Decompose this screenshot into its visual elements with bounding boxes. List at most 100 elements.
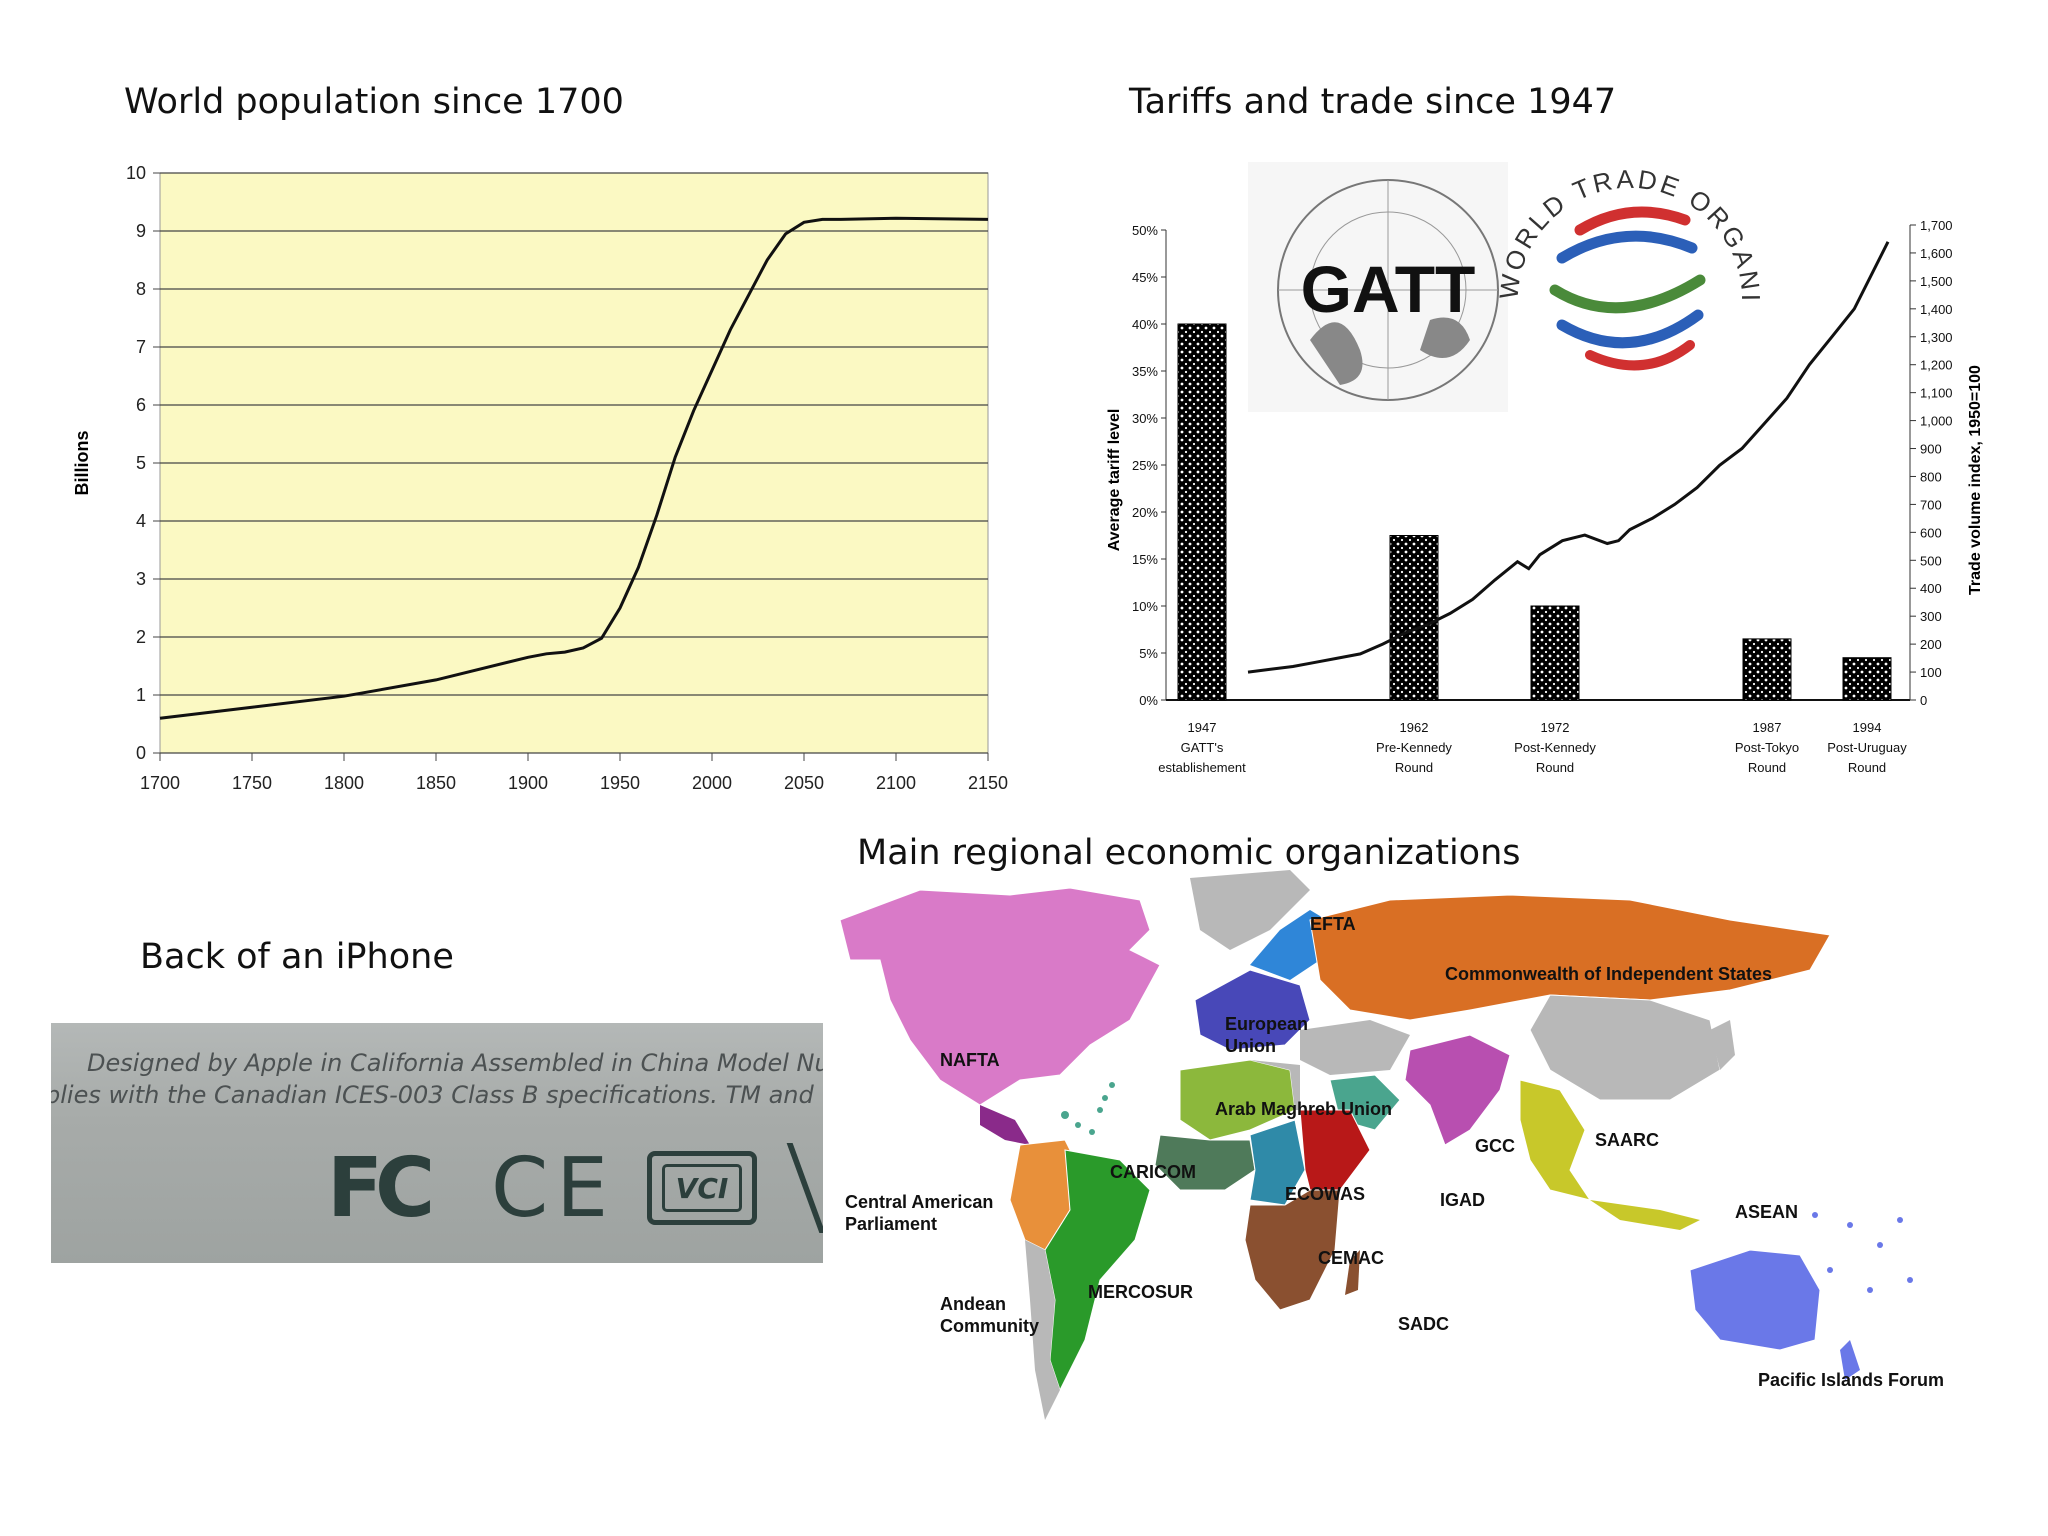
- population-x-tick-label: 2000: [692, 773, 732, 793]
- gatt-logo: GATT: [1248, 162, 1508, 412]
- iphone-edge-glyph: [786, 1143, 823, 1233]
- region-ecowas: [1154, 1134, 1256, 1191]
- tariff-x-label: Post-Kennedy: [1514, 740, 1596, 755]
- population-y-tick-label: 3: [136, 569, 146, 589]
- label-cap-2: Parliament: [845, 1214, 937, 1234]
- tariff-left-tick-label: 5%: [1139, 646, 1158, 661]
- tariff-left-tick-label: 35%: [1132, 364, 1158, 379]
- label-gcc: GCC: [1475, 1136, 1515, 1156]
- tariff-left-tick-label: 40%: [1132, 317, 1158, 332]
- tariff-x-label: Pre-Kennedy: [1376, 740, 1452, 755]
- tariff-x-label: 1947: [1188, 720, 1217, 735]
- region-cis: [1309, 894, 1831, 1021]
- tariff-bar-1947: [1177, 323, 1227, 701]
- population-y-tick-label: 5: [136, 453, 146, 473]
- madagascar: [1345, 1250, 1360, 1295]
- population-y-tick-label: 7: [136, 337, 146, 357]
- tariff-x-label: 1987: [1753, 720, 1782, 735]
- tariff-x-label: Post-Uruguay: [1827, 740, 1907, 755]
- region-asean-islands: [1590, 1200, 1700, 1230]
- region-sadc: [1244, 1189, 1341, 1311]
- tariff-right-axis-label: Trade volume index, 1950=100: [1967, 365, 1984, 595]
- tariff-left-axis-label: Average tariff level: [1106, 409, 1123, 552]
- population-y-tick-label: 2: [136, 627, 146, 647]
- population-x-tick-label: 1750: [232, 773, 272, 793]
- vci-inner-box: VCI: [662, 1164, 742, 1212]
- label-cis: Commonwealth of Independent States: [1445, 964, 1772, 984]
- iphone-title: Back of an iPhone: [140, 937, 454, 977]
- label-efta: EFTA: [1310, 914, 1356, 934]
- label-andean-2: Community: [940, 1316, 1039, 1336]
- region-saarc: [1404, 1034, 1511, 1146]
- population-x-tick-label: 1950: [600, 773, 640, 793]
- tariff-x-label: Round: [1395, 760, 1433, 775]
- population-x-tick-label: 2050: [784, 773, 824, 793]
- population-y-axis-label: Billions: [72, 430, 92, 495]
- tariff-chart: GATT WORLD TRADE ORGANIZATION 0%5%10%15%…: [1088, 126, 2000, 800]
- tariff-right-tick-label: 900: [1920, 442, 1942, 457]
- tariff-right-tick-label: 1,300: [1920, 330, 1953, 345]
- tariff-left-tick-label: 45%: [1132, 270, 1158, 285]
- region-south-america-other: [1025, 1240, 1060, 1420]
- region-eu: [1194, 969, 1311, 1051]
- label-pif: Pacific Islands Forum: [1758, 1370, 1944, 1390]
- tariff-x-label: GATT's: [1181, 740, 1224, 755]
- label-asean: ASEAN: [1735, 1202, 1798, 1222]
- population-x-tick-label: 1850: [416, 773, 456, 793]
- population-y-ticks: 0 1 2 3 4 5 6 7 8 9 10: [126, 163, 160, 763]
- trade-volume-line: [1247, 241, 1890, 674]
- tariff-right-tick-label: 1,500: [1920, 274, 1953, 289]
- tariff-right-tick-label: 300: [1920, 609, 1942, 624]
- label-sadc: SADC: [1398, 1314, 1449, 1334]
- tariff-x-label: 1962: [1400, 720, 1429, 735]
- label-cap-1: Central American: [845, 1192, 993, 1212]
- world-map-svg: EFTA Commonwealth of Independent States …: [839, 870, 1944, 1420]
- tariff-x-label: 1994: [1853, 720, 1882, 735]
- tariff-bar-1994: [1842, 657, 1892, 701]
- population-x-tick-label: 2150: [968, 773, 1008, 793]
- tariff-x-label: Round: [1748, 760, 1786, 775]
- iphone-back-photo: Designed by Apple in California Assemble…: [51, 1023, 823, 1263]
- region-asean: [1519, 1079, 1592, 1201]
- tariff-left-tick-label: 50%: [1132, 223, 1158, 238]
- tariff-left-tick-label: 10%: [1132, 599, 1158, 614]
- label-nafta: NAFTA: [940, 1050, 1000, 1070]
- vci-mark: VCI: [647, 1151, 757, 1225]
- label-amu: Arab Maghreb Union: [1215, 1099, 1392, 1119]
- tariff-left-ticks: 0% 5% 10% 15% 20% 25% 30% 35% 40% 45% 50%: [1132, 223, 1166, 708]
- label-cemac: CEMAC: [1318, 1248, 1384, 1268]
- tariff-x-label: Round: [1848, 760, 1886, 775]
- population-x-tick-label: 2100: [876, 773, 916, 793]
- tariff-right-tick-label: 1,700: [1920, 218, 1953, 233]
- label-igad: IGAD: [1440, 1190, 1485, 1210]
- japan: [1710, 1020, 1735, 1070]
- population-chart-title: World population since 1700: [124, 82, 624, 122]
- map-title: Main regional economic organizations: [857, 833, 1521, 873]
- tariff-right-tick-label: 400: [1920, 581, 1942, 596]
- tariff-x-label: Round: [1536, 760, 1574, 775]
- population-chart: 1700 1750 1800 1850 1900 1950 2000 2050 2100 2150…: [60, 150, 1040, 810]
- tariff-right-tick-label: 1,400: [1920, 302, 1953, 317]
- tariff-x-labels: 1947 GATT's establishement 1962 Pre-Kennedy R…: [1158, 720, 1907, 775]
- population-y-tick-label: 10: [126, 163, 146, 183]
- population-y-tick-label: 1: [136, 685, 146, 705]
- population-gridlines: [160, 172, 988, 754]
- tariff-left-tick-label: 20%: [1132, 505, 1158, 520]
- region-middle-east-other: [1300, 1020, 1410, 1075]
- tariff-right-tick-label: 500: [1920, 553, 1942, 568]
- caricom-islands: [1061, 1082, 1115, 1135]
- label-andean-1: Andean: [940, 1294, 1006, 1314]
- tariff-left-tick-label: 0%: [1139, 693, 1158, 708]
- population-y-tick-label: 4: [136, 511, 146, 531]
- fcc-mark: FC: [327, 1141, 435, 1236]
- label-ecowas: ECOWAS: [1285, 1184, 1365, 1204]
- region-pif: [1689, 1249, 1821, 1351]
- tariff-right-ticks: 0 100 200 300 400 500 600 700 800 900 1,000 1,100 1,…: [1910, 218, 1953, 708]
- tariff-right-tick-label: 1,600: [1920, 246, 1953, 261]
- tariff-x-label: 1972: [1541, 720, 1570, 735]
- region-greenland: [1190, 870, 1310, 950]
- iphone-engraving-line-1: Designed by Apple in California Assemble…: [87, 1049, 823, 1077]
- tariff-x-label: Post-Tokyo: [1735, 740, 1799, 755]
- population-y-tick-label: 0: [136, 743, 146, 763]
- tariff-right-tick-label: 1,000: [1920, 414, 1953, 429]
